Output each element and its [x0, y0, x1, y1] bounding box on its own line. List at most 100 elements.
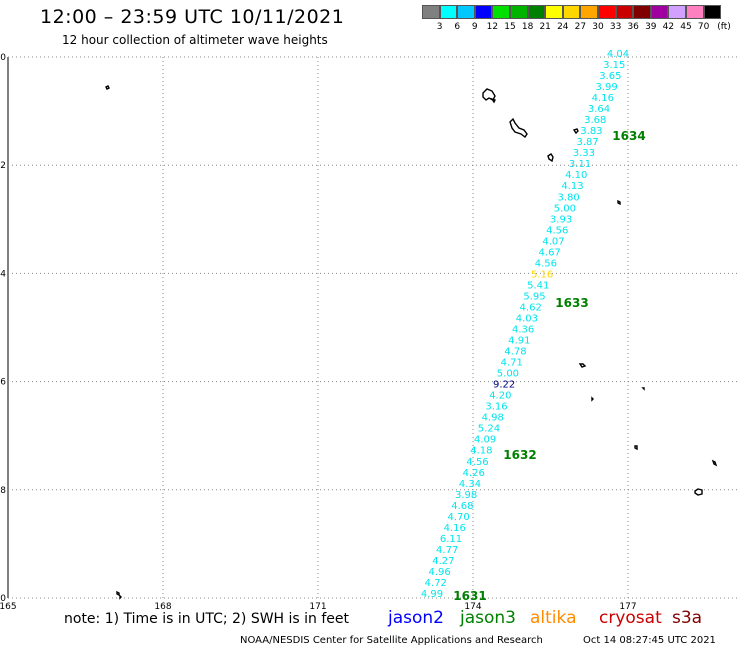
- island-outline: [509, 117, 528, 139]
- wave-height-value: 4.99: [421, 589, 443, 600]
- legend-swatch: [474, 5, 493, 19]
- legend-label: 21: [539, 22, 551, 32]
- satellite-s3a: s3a: [672, 608, 703, 628]
- lat-tick-label: -10: [0, 594, 6, 604]
- island-outline: [572, 128, 579, 135]
- wave-height-value: 4.20: [489, 391, 511, 402]
- wave-height-value: 4.18: [470, 446, 492, 457]
- pass-number-label: 1634: [612, 129, 645, 143]
- wave-height-value: 4.56: [535, 258, 557, 269]
- legend-swatch: [703, 5, 722, 19]
- legend-swatch: [685, 5, 704, 19]
- wave-height-value: 3.16: [485, 402, 507, 413]
- legend-label: 12: [486, 22, 499, 32]
- wave-height-value: 3.64: [588, 104, 610, 115]
- wave-height-value: 3.68: [584, 115, 606, 126]
- legend-unit: (ft): [717, 22, 731, 32]
- wave-height-value: 3.15: [603, 60, 625, 71]
- island-outline: [482, 88, 496, 104]
- altimeter-track: 4.043.153.653.994.163.643.683.833.873.33…: [421, 49, 629, 600]
- legend-label: 6: [454, 22, 461, 32]
- legend-label: 45: [680, 22, 692, 32]
- pass-number-label: 1631: [453, 589, 486, 603]
- lon-tick-label: 168: [154, 602, 171, 612]
- legend-label: 9: [471, 22, 478, 32]
- pass-number-label: 1632: [503, 448, 536, 462]
- islands: [105, 85, 718, 600]
- wave-height-value: 5.00: [554, 203, 576, 214]
- legend-swatch: [527, 5, 546, 19]
- color-legend: [422, 5, 722, 19]
- legend-swatch: [439, 5, 458, 19]
- legend-label: 3: [436, 22, 443, 32]
- footer-note: note: 1) Time is in UTC; 2) SWH is in fe…: [64, 611, 350, 627]
- wave-height-value: 5.24: [478, 424, 500, 435]
- wave-height-value: 3.83: [580, 126, 602, 137]
- wave-height-value: 4.13: [561, 181, 583, 192]
- wave-height-value: 4.68: [451, 501, 473, 512]
- lat-tick-label: 0: [0, 53, 6, 63]
- wave-height-value: 9.22: [493, 380, 515, 391]
- wave-height-value: 4.07: [542, 236, 564, 247]
- wave-height-value: 4.16: [592, 93, 614, 104]
- wave-height-value: 4.78: [504, 347, 526, 358]
- wave-height-value: 4.70: [447, 512, 469, 523]
- island-outline: [711, 459, 718, 467]
- wave-height-value: 4.34: [459, 479, 481, 490]
- island-outline: [105, 85, 110, 90]
- legend-label: 18: [521, 22, 534, 32]
- wave-height-value: 4.26: [463, 468, 485, 479]
- legend-swatch: [457, 5, 475, 19]
- satellite-altika: altika: [530, 608, 577, 628]
- wave-height-value: 4.10: [565, 170, 587, 181]
- wave-height-value: 4.96: [428, 567, 450, 578]
- map-subtitle: 12 hour collection of altimeter wave hei…: [62, 33, 328, 47]
- wave-height-value: 4.71: [501, 358, 523, 369]
- legend-swatch: [633, 5, 651, 19]
- wave-height-value: 4.62: [520, 302, 542, 313]
- wave-height-value: 4.16: [444, 523, 466, 534]
- wave-height-value: 3.93: [550, 214, 572, 225]
- credit-text: NOAA/NESDIS Center for Satellite Applica…: [240, 635, 543, 646]
- legend-label: 27: [574, 22, 587, 32]
- legend-swatch: [650, 5, 669, 19]
- map-grid: [7, 56, 740, 599]
- wave-height-value: 4.77: [436, 545, 458, 556]
- lat-tick-label: -2: [0, 161, 6, 171]
- wave-height-value: 4.09: [474, 435, 496, 446]
- pass-labels: 1634 1633 1632 1631: [453, 129, 645, 603]
- island-outline: [634, 445, 638, 451]
- legend-label: 33: [609, 22, 622, 32]
- legend-label: 24: [557, 22, 569, 32]
- lon-tick-label: 165: [0, 602, 17, 612]
- legend-swatch: [545, 5, 563, 19]
- wave-height-value: 5.95: [523, 291, 545, 302]
- wave-height-value: 3.98: [455, 490, 477, 501]
- pass-number-label: 1633: [555, 296, 588, 310]
- island-outline: [641, 387, 645, 391]
- legend-swatch: [422, 5, 440, 19]
- island-outline: [694, 488, 703, 496]
- wave-height-value: 4.27: [432, 556, 454, 567]
- wave-height-value: 3.65: [599, 71, 621, 82]
- legend-swatch: [668, 5, 686, 19]
- island-outline: [119, 594, 122, 600]
- lon-tick-label: 174: [464, 602, 481, 612]
- lon-tick-label: 177: [619, 602, 636, 612]
- legend-label: 36: [627, 22, 639, 32]
- lat-tick-label: -4: [0, 269, 6, 279]
- legend-swatch: [580, 5, 598, 19]
- satellite-cryosat: cryosat: [599, 608, 662, 628]
- lon-tick-label: 171: [309, 602, 326, 612]
- legend-swatch: [597, 5, 616, 19]
- wave-height-value: 4.04: [607, 49, 629, 60]
- satellite-jason3: jason3: [460, 608, 516, 628]
- wave-height-value: 4.56: [466, 457, 488, 468]
- wave-height-value: 4.91: [508, 336, 530, 347]
- legend-swatch: [615, 5, 634, 19]
- satellite-jason2: jason2: [388, 608, 444, 628]
- island-outline: [578, 363, 587, 368]
- legend-label: 70: [697, 22, 710, 32]
- legend-swatch: [562, 5, 581, 19]
- legend-label: 39: [645, 22, 657, 32]
